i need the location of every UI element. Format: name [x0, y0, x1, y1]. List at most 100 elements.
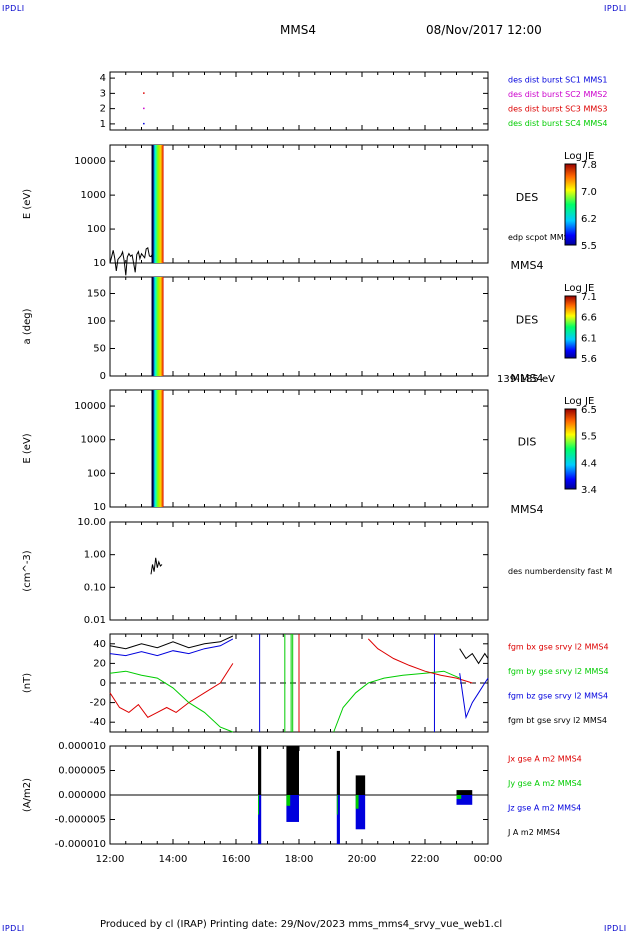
y-tick-label: 1000	[81, 190, 106, 201]
x-tick-label: 16:00	[222, 854, 251, 865]
panel-frame	[109, 144, 489, 264]
instrument-label: DES	[516, 191, 538, 204]
energy-range-label: 139-185 eV	[497, 374, 555, 385]
spectrogram-interval	[152, 390, 164, 507]
b-trace	[367, 638, 473, 684]
b-trace	[109, 670, 234, 733]
panel-6: 0.000010 0.000005 0.000000 -0.000005 -0.0000…	[22, 741, 582, 850]
current-burst-jy	[456, 795, 462, 799]
y-axis-label: E (eV)	[22, 189, 33, 219]
y-tick-label: 10000	[74, 401, 106, 412]
y-tick-label: 1000	[81, 435, 106, 446]
x-tick-label: 12:00	[96, 854, 125, 865]
current-burst-jy	[286, 795, 291, 806]
y-axis-label: (A/m2)	[22, 778, 33, 812]
y-axis-label: a (deg)	[22, 308, 33, 344]
y-tick-label: 40	[93, 639, 106, 650]
y-tick-label: 1	[100, 119, 106, 130]
b-trace	[459, 648, 489, 665]
y-axis-label: (cm^-3)	[22, 550, 33, 591]
spacecraft-label: MMS4	[511, 372, 544, 385]
legend-entry: des dist burst SC1 MMS1	[508, 75, 607, 84]
legend-entry: fgm bx gse srvy l2 MMS4	[508, 642, 609, 651]
colorbar-tick-label: 7.1	[581, 292, 597, 303]
y-tick-label: 0	[100, 678, 106, 689]
burst-mark	[143, 92, 145, 94]
current-burst-down	[456, 795, 473, 805]
panel-0: 1 2 3 4 des dist burst SC1 MMS1 des dist burs…	[100, 71, 607, 131]
spacecraft-label: MMS4	[511, 503, 544, 516]
current-burst-down	[258, 795, 262, 844]
y-tick-label: 4	[100, 73, 106, 84]
date-title: 08/Nov/2017 12:00	[426, 23, 542, 37]
colorbar-tick-label: 3.4	[581, 485, 597, 496]
spacecraft-title: MMS4	[280, 23, 316, 37]
burst-mark	[143, 122, 145, 125]
colorbar-tick-label: 6.5	[581, 405, 597, 416]
legend-entry: Jx gse A m2 MMS4	[507, 754, 582, 763]
legend-entry: Jy gse A m2 MMS4	[507, 779, 582, 788]
b-trace	[333, 670, 460, 733]
spacecraft-label: MMS4	[511, 259, 544, 272]
y-tick-label: -20	[90, 698, 106, 709]
density-trace	[150, 557, 163, 575]
y-tick-label: 0.000005	[58, 766, 106, 777]
y-tick-label: 0.000000	[58, 790, 106, 801]
x-tick-label: 18:00	[285, 854, 314, 865]
legend-entry: fgm by gse srvy l2 MMS4	[508, 667, 609, 676]
y-tick-label: 10000	[74, 156, 106, 167]
panel-frame	[109, 71, 489, 131]
y-tick-label: 50	[93, 344, 106, 355]
colorbar-tick-label: 4.4	[581, 458, 597, 469]
legend-entry: des dist burst SC2 MMS2	[508, 90, 607, 99]
y-tick-label: 0.01	[84, 615, 106, 626]
current-burst-up	[456, 790, 473, 795]
legend-entry: fgm bt gse srvy l2 MMS4	[508, 716, 607, 725]
spectrogram-edge	[151, 277, 154, 376]
y-tick-label: -0.000010	[55, 839, 106, 850]
instrument-label: DES	[516, 314, 538, 327]
y-tick-label: 0.10	[84, 582, 106, 593]
legend-entry: des dist burst SC4 MMS4	[508, 119, 607, 128]
y-tick-label: 150	[87, 289, 106, 300]
burst-mark	[143, 107, 145, 110]
spectrogram-edge	[151, 145, 154, 263]
panel-4: 0.01 0.10 1.00 10.00 (cm^-3) des numberdensit…	[22, 517, 612, 626]
current-burst-jy	[336, 795, 338, 815]
panel-1: 10 100 1000 10000 E (eV) DES MMS4 edp scpot MMS…	[22, 144, 597, 276]
corner-tag-tl: IPDLI	[2, 4, 25, 13]
spectrogram-interval	[152, 277, 164, 376]
y-tick-label: 10	[93, 502, 106, 513]
spectrogram-interval	[152, 145, 164, 263]
b-trace	[109, 638, 234, 657]
current-burst-jy	[355, 795, 359, 809]
corner-tag-bl: IPDLI	[2, 924, 25, 933]
colorbar-tick-label: 5.5	[581, 432, 597, 443]
y-tick-label: 0.000010	[58, 741, 106, 752]
y-tick-label: 2	[100, 104, 106, 115]
panel-frame	[109, 389, 489, 508]
panel-frame	[109, 521, 489, 621]
colorbar-tick-label: 5.5	[581, 241, 597, 252]
colorbar-tick-label: 7.8	[581, 160, 597, 171]
y-tick-label: 100	[87, 468, 106, 479]
b-trace	[109, 635, 234, 650]
y-tick-label: 1.00	[84, 550, 106, 561]
y-tick-label: 10.00	[77, 517, 106, 528]
legend-entry: des dist burst SC3 MMS3	[508, 104, 607, 113]
y-axis-label: E (eV)	[22, 433, 33, 463]
colorbar	[564, 408, 577, 490]
current-burst-up	[355, 775, 366, 795]
colorbar-title: Log JE	[564, 396, 594, 407]
y-tick-label: 3	[100, 88, 106, 99]
x-tick-label: 20:00	[348, 854, 377, 865]
legend-entry: des numberdensity fast M	[508, 567, 612, 576]
panel-5: -40 -20 0 20 40 (nT) fgm bx gse srvy l2 MMS4 fg…	[22, 633, 609, 733]
b-trace	[459, 673, 489, 720]
legend-entry: Jz gse A m2 MMS4	[507, 803, 581, 812]
instrument-label: DIS	[518, 436, 537, 449]
current-burst-up	[336, 750, 340, 795]
panel-3: 10 100 1000 10000 E (eV) DIS MMS4 Log JE6.5 5.5 4…	[22, 389, 597, 516]
